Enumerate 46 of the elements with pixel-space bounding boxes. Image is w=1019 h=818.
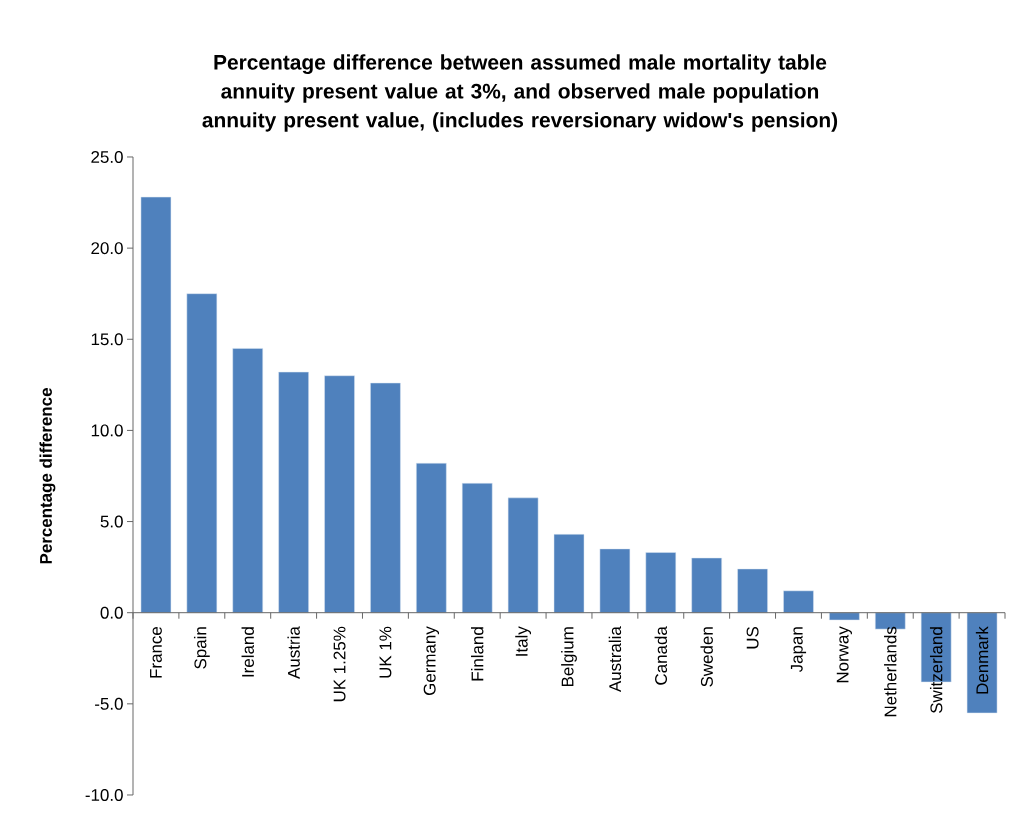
x-tick-label: Austria: [287, 626, 300, 679]
bar: [140, 196, 172, 613]
x-tick-label: Finland: [471, 627, 484, 681]
x-tick-label: Spain: [193, 627, 210, 669]
x-tick-label: France: [150, 626, 162, 678]
x-tick-label: Belgium: [561, 627, 577, 687]
y-tick-label: 20.0: [91, 242, 123, 255]
x-tick-label: Netherlands: [884, 626, 897, 717]
x-tick-label: Japan: [790, 627, 807, 673]
x-tick-label: US: [746, 627, 759, 649]
x-tick-label: Italy: [515, 626, 532, 656]
x-tick-label: Norway: [836, 626, 852, 683]
bar: [461, 483, 493, 613]
bar: [186, 293, 218, 613]
x-tick-label: Ireland: [241, 627, 254, 677]
x-tick-label: UK 1.25%: [333, 626, 346, 702]
bar: [278, 371, 309, 613]
bar: [599, 548, 631, 613]
x-tick-label: Australia: [608, 626, 622, 693]
x-tick-label: Denmark: [975, 626, 989, 694]
y-tick-label: -5.0: [95, 697, 123, 710]
y-tick-label: 5.0: [100, 515, 123, 528]
bar: [324, 375, 355, 613]
x-tick-label: UK 1%: [379, 626, 392, 678]
bar: [416, 462, 447, 613]
bar: [783, 590, 814, 613]
bar: [645, 552, 677, 613]
x-tick-label: Sweden: [700, 627, 713, 687]
x-tick-label: Switzerland: [929, 627, 943, 713]
y-tick-label: 15.0: [91, 333, 123, 346]
bar: [232, 348, 263, 613]
x-tick-label: Canada: [654, 626, 668, 685]
y-tick-label: 10.0: [91, 424, 123, 437]
bar: [507, 497, 539, 613]
bar: [966, 612, 998, 714]
bar: [370, 382, 401, 613]
y-axis-title: Percentage difference: [39, 388, 56, 564]
bar: [553, 534, 585, 613]
y-tick-label: 0.0: [100, 606, 123, 619]
y-tick-label: -10.0: [85, 788, 123, 801]
x-tick-label: Germany: [423, 626, 439, 696]
y-tick-label: 25.0: [91, 150, 123, 163]
bar: [737, 568, 768, 613]
bar: [691, 557, 722, 613]
chart-title: Percentage difference between assumed male mortality table annuity present value at 3%, and observed male population annuity present value, (includes reversionary widow's pension): [202, 54, 838, 132]
bar: [829, 612, 860, 621]
